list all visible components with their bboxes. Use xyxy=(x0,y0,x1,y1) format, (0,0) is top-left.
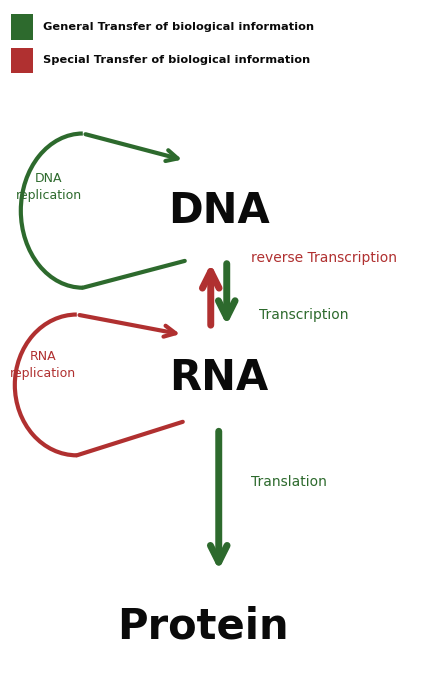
Text: DNA
replication: DNA replication xyxy=(16,172,82,202)
Text: Protein: Protein xyxy=(117,605,288,648)
Text: reverse Transcription: reverse Transcription xyxy=(251,251,397,264)
Text: General Transfer of biological information: General Transfer of biological informati… xyxy=(43,22,314,32)
Bar xyxy=(11,14,33,40)
Text: RNA: RNA xyxy=(169,357,268,400)
Text: RNA
replication: RNA replication xyxy=(10,349,76,380)
Text: DNA: DNA xyxy=(168,189,270,232)
Bar xyxy=(11,48,33,73)
Text: Special Transfer of biological information: Special Transfer of biological informati… xyxy=(43,55,310,66)
Text: Transcription: Transcription xyxy=(259,308,348,322)
Text: Translation: Translation xyxy=(251,475,327,489)
